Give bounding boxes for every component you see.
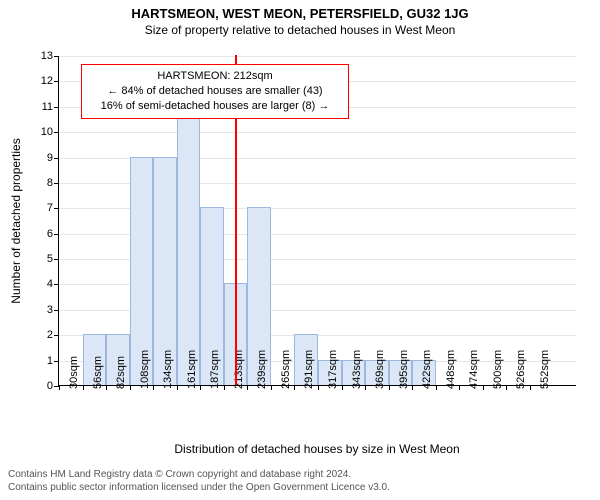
y-tick-label: 8: [47, 177, 59, 189]
x-tick: [294, 385, 295, 390]
x-tick: [247, 385, 248, 390]
plot-area: 01234567891011121330sqm56sqm82sqm108sqm1…: [58, 56, 576, 386]
figure: HARTSMEON, WEST MEON, PETERSFIELD, GU32 …: [0, 0, 600, 500]
annotation-line: ← 84% of detached houses are smaller (43…: [90, 84, 340, 99]
y-tick-label: 5: [47, 253, 59, 265]
y-tick-label: 4: [47, 278, 59, 290]
y-tick-label: 0: [47, 380, 59, 392]
x-tick-label: 239sqm: [256, 350, 268, 391]
footer-text: Contains HM Land Registry data © Crown c…: [0, 464, 600, 500]
x-axis-label: Distribution of detached houses by size …: [58, 442, 576, 456]
x-tick-label: 187sqm: [209, 350, 221, 391]
footer-line-2: Contains public sector information licen…: [8, 481, 592, 494]
x-tick-label: 108sqm: [139, 350, 151, 391]
x-tick-label: 526sqm: [515, 350, 527, 391]
x-tick: [483, 385, 484, 390]
x-tick: [106, 385, 107, 390]
y-tick-label: 7: [47, 202, 59, 214]
y-tick-label: 1: [47, 355, 59, 367]
x-tick-label: 343sqm: [351, 350, 363, 391]
y-tick-label: 12: [41, 75, 59, 87]
x-tick-label: 552sqm: [539, 350, 551, 391]
main-title: HARTSMEON, WEST MEON, PETERSFIELD, GU32 …: [0, 6, 600, 21]
gridline: [59, 132, 576, 133]
x-tick-label: 56sqm: [92, 356, 104, 391]
x-tick: [177, 385, 178, 390]
x-tick: [506, 385, 507, 390]
footer-line-1: Contains HM Land Registry data © Crown c…: [8, 468, 592, 481]
x-tick: [318, 385, 319, 390]
x-tick: [530, 385, 531, 390]
sub-title: Size of property relative to detached ho…: [0, 23, 600, 37]
y-tick-label: 13: [41, 50, 59, 62]
y-tick-label: 3: [47, 304, 59, 316]
x-tick-label: 82sqm: [115, 356, 127, 391]
x-tick: [83, 385, 84, 390]
annotation-line: HARTSMEON: 212sqm: [90, 69, 340, 84]
x-tick-label: 448sqm: [445, 350, 457, 391]
x-tick: [130, 385, 131, 390]
x-tick-label: 265sqm: [280, 350, 292, 391]
x-tick: [365, 385, 366, 390]
annotation-box: HARTSMEON: 212sqm← 84% of detached house…: [81, 64, 349, 119]
x-tick: [412, 385, 413, 390]
y-tick-label: 11: [42, 101, 59, 113]
x-tick: [271, 385, 272, 390]
x-tick: [224, 385, 225, 390]
title-block: HARTSMEON, WEST MEON, PETERSFIELD, GU32 …: [0, 6, 600, 37]
x-tick-label: 134sqm: [162, 350, 174, 391]
y-axis-label: Number of detached properties: [9, 138, 23, 303]
x-tick: [459, 385, 460, 390]
x-tick: [342, 385, 343, 390]
x-tick-label: 291sqm: [303, 350, 315, 391]
x-tick: [59, 385, 60, 390]
y-tick-label: 9: [47, 152, 59, 164]
x-tick-label: 369sqm: [374, 350, 386, 391]
x-tick: [389, 385, 390, 390]
x-tick-label: 317sqm: [327, 350, 339, 391]
histogram-bar: [177, 106, 201, 385]
x-tick-label: 422sqm: [421, 350, 433, 391]
x-tick-label: 161sqm: [186, 350, 198, 391]
annotation-line: 16% of semi-detached houses are larger (…: [90, 99, 340, 114]
x-tick-label: 474sqm: [468, 350, 480, 391]
x-tick: [200, 385, 201, 390]
x-tick-label: 395sqm: [398, 350, 410, 391]
x-tick-label: 30sqm: [68, 356, 80, 391]
y-tick-label: 6: [47, 228, 59, 240]
y-tick-label: 2: [47, 329, 59, 341]
x-tick: [153, 385, 154, 390]
y-tick-label: 10: [41, 126, 59, 138]
x-tick: [436, 385, 437, 390]
gridline: [59, 56, 576, 57]
x-tick-label: 500sqm: [492, 350, 504, 391]
